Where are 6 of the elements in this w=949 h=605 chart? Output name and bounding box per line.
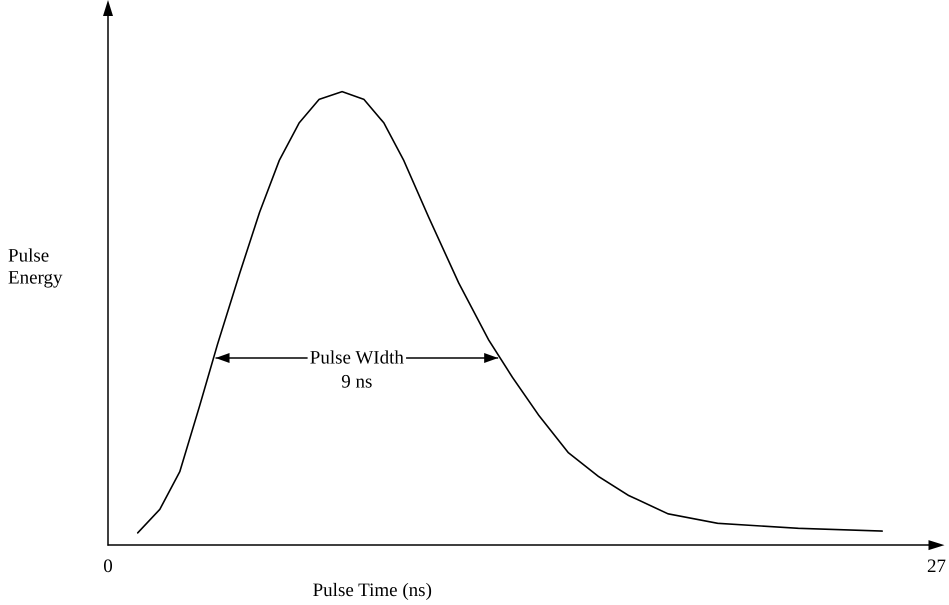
x-tick-label: 0 [103,556,113,578]
annotation: 9 ns [341,372,372,392]
annotation: Pulse WIdth [310,348,404,368]
y-axis-title: Pulse Energy [8,246,64,288]
x-tick-label: 27 [927,556,946,578]
x-axis-title: Pulse Time (ns) [312,580,432,601]
